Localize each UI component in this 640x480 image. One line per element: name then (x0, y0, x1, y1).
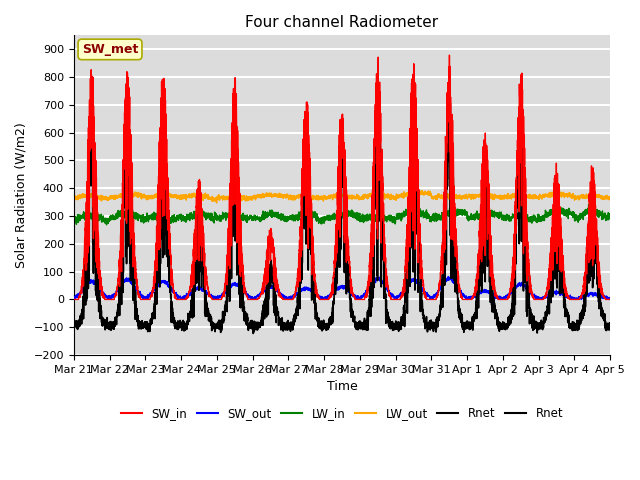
X-axis label: Time: Time (326, 380, 357, 393)
Title: Four channel Radiometer: Four channel Radiometer (245, 15, 438, 30)
Legend: SW_in, SW_out, LW_in, LW_out, Rnet, Rnet: SW_in, SW_out, LW_in, LW_out, Rnet, Rnet (116, 402, 568, 425)
Text: SW_met: SW_met (82, 43, 138, 56)
Y-axis label: Solar Radiation (W/m2): Solar Radiation (W/m2) (15, 122, 28, 268)
